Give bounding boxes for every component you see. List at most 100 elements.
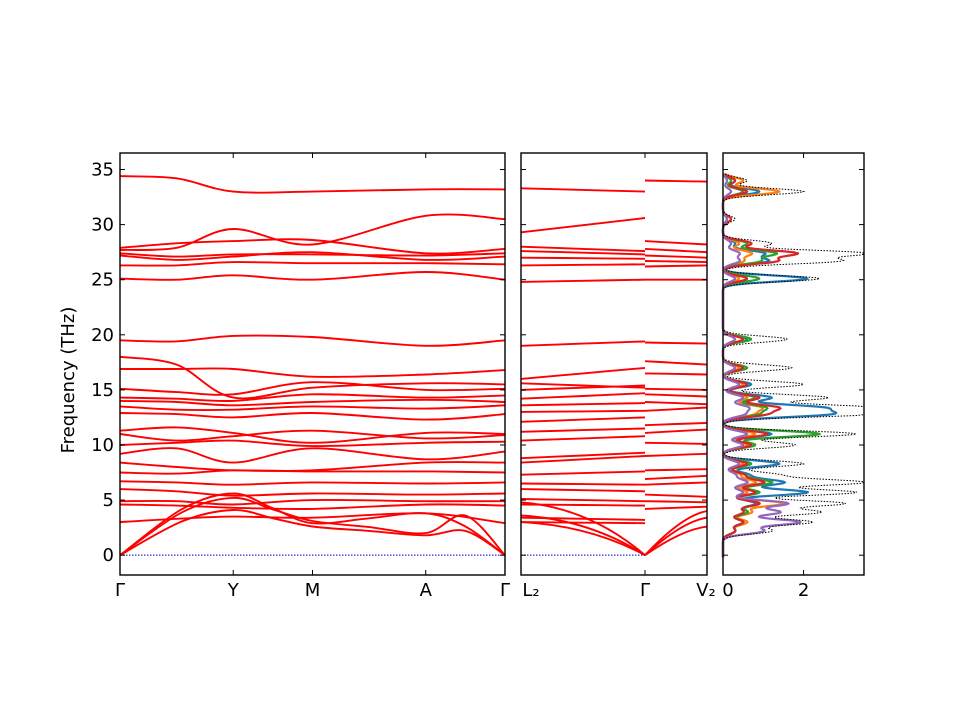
band-line <box>644 474 708 481</box>
band-line <box>644 341 708 345</box>
band-line <box>644 240 708 246</box>
y-tick-label: 30 <box>91 215 114 236</box>
band-line <box>520 366 646 380</box>
path1-frame <box>119 152 506 576</box>
band-line <box>520 488 646 493</box>
acoustic-band-line <box>520 514 646 556</box>
acoustic-band-line <box>644 510 708 556</box>
band-line <box>520 435 646 442</box>
band-line <box>644 421 708 427</box>
band-line <box>644 264 708 268</box>
band-line <box>520 455 646 464</box>
k-point-label: A <box>420 580 433 601</box>
band-line <box>520 470 646 476</box>
band-line <box>119 393 506 402</box>
band-line <box>644 468 708 472</box>
k-point-label: Γ <box>115 580 125 601</box>
band-line <box>119 271 506 281</box>
partial-dos-line <box>721 173 802 558</box>
band-line <box>119 213 506 251</box>
k-point-label: L₂ <box>522 580 539 601</box>
band-line <box>119 439 506 448</box>
band-line <box>644 393 708 398</box>
band-line <box>119 480 506 486</box>
k-point-label: M <box>305 580 321 601</box>
band-line <box>520 409 646 413</box>
band-line <box>644 360 708 366</box>
y-tick-label: 15 <box>91 380 114 401</box>
dos-x-tick-label: 0 <box>722 580 733 601</box>
band-line <box>119 252 506 258</box>
band-line <box>119 461 506 472</box>
band-line <box>644 493 708 498</box>
band-line <box>644 505 708 510</box>
y-tick-label: 5 <box>103 490 114 511</box>
band-line <box>119 398 506 407</box>
band-line <box>119 503 506 510</box>
band-line <box>520 416 646 423</box>
band-line <box>120 367 506 378</box>
band-line <box>119 175 506 194</box>
y-tick-label: 35 <box>91 160 114 181</box>
band-line <box>520 402 646 407</box>
band-line <box>119 334 506 347</box>
total-dos-line <box>722 173 865 558</box>
band-line <box>520 245 646 253</box>
band-line <box>520 451 646 460</box>
band-line <box>520 263 646 267</box>
band-line <box>119 488 506 497</box>
band-line <box>119 355 506 400</box>
band-line <box>644 372 708 376</box>
acoustic-band-line <box>520 521 646 557</box>
band-line <box>520 250 646 256</box>
dos-frame <box>722 152 865 576</box>
k-point-label: V₂ <box>696 580 716 601</box>
k-point-label: Γ <box>640 580 650 601</box>
band-line <box>520 382 646 389</box>
band-line <box>520 217 646 234</box>
band-line <box>119 412 506 421</box>
band-line <box>644 179 708 183</box>
band-line <box>644 247 708 254</box>
band-line <box>119 381 506 396</box>
band-line <box>119 429 506 442</box>
band-line <box>644 481 708 486</box>
k-point-label: Y <box>227 580 240 601</box>
band-line <box>520 187 646 193</box>
y-axis-label: Frequency (THz) <box>58 307 79 454</box>
y-tick-label: 0 <box>103 545 114 566</box>
band-line <box>520 278 646 283</box>
band-line <box>119 404 506 412</box>
acoustic-band-line <box>119 509 506 557</box>
band-line <box>520 392 646 400</box>
acoustic-band-line <box>644 525 708 556</box>
band-line <box>119 469 506 475</box>
band-line <box>520 482 646 486</box>
band-line <box>644 260 708 264</box>
band-line <box>644 452 708 457</box>
band-line <box>520 516 646 521</box>
partial-dos-line <box>721 173 800 558</box>
acoustic-band-line <box>119 492 506 556</box>
acoustic-band-line <box>520 501 646 556</box>
band-line <box>520 384 646 391</box>
band-line <box>119 447 506 464</box>
band-line <box>119 238 506 255</box>
band-line <box>119 261 506 267</box>
band-line <box>644 254 708 259</box>
dos-x-tick-label: 2 <box>798 580 809 601</box>
band-line <box>520 256 646 260</box>
y-tick-label: 25 <box>91 270 114 291</box>
band-line <box>119 251 506 261</box>
y-tick-label: 10 <box>91 435 114 456</box>
path2-frame <box>520 152 708 576</box>
band-line <box>644 401 708 406</box>
band-line <box>644 500 708 504</box>
band-line <box>520 340 646 347</box>
k-point-label: Γ <box>500 580 510 601</box>
band-line <box>644 406 708 412</box>
band-line <box>644 441 708 445</box>
acoustic-band-line <box>119 496 506 556</box>
